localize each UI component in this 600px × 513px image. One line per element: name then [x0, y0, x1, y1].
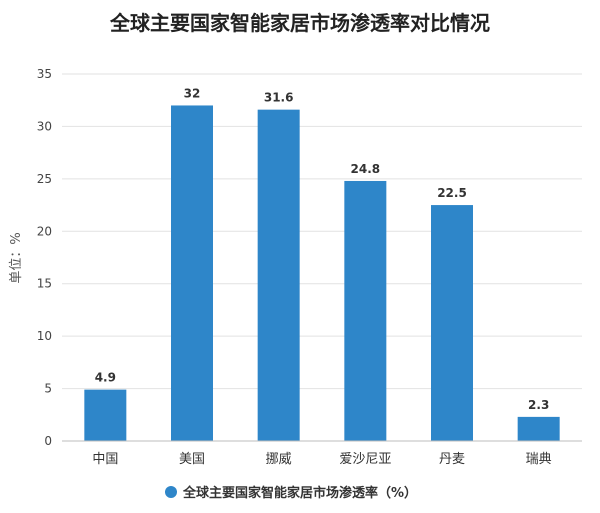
gridlines — [62, 73, 582, 390]
bar — [171, 105, 213, 441]
bar — [517, 416, 560, 441]
x-category-label: 中国 — [92, 452, 118, 467]
data-labels: 4.9 32 31.6 24.8 22.5 2.3 — [95, 86, 550, 411]
x-category-label: 挪威 — [266, 452, 292, 467]
bar-value-label: 31.6 — [264, 91, 294, 105]
bar-value-label: 32 — [184, 86, 201, 100]
x-category-label: 瑞典 — [526, 452, 552, 467]
bar — [257, 109, 300, 441]
bar — [344, 180, 387, 441]
chart-title: 全球主要国家智能家居市场渗透率对比情况 — [109, 11, 490, 35]
y-tick-label: 0 — [44, 434, 52, 448]
legend-marker — [165, 486, 177, 498]
x-axis-categories: 中国 美国 挪威 爱沙尼亚 丹麦 瑞典 — [92, 452, 551, 467]
y-tick-label: 30 — [37, 119, 52, 133]
bar — [431, 205, 473, 441]
x-category-label: 爱沙尼亚 — [339, 452, 391, 467]
y-tick-label: 10 — [37, 329, 52, 343]
bar-value-label: 24.8 — [351, 162, 381, 176]
y-tick-label: 25 — [37, 172, 52, 186]
y-tick-label: 5 — [44, 382, 52, 396]
y-axis-label: 单位：% — [9, 232, 24, 283]
legend: 全球主要国家智能家居市场渗透率（%） — [165, 485, 417, 501]
y-tick-label: 15 — [37, 277, 52, 291]
bar-value-label: 2.3 — [528, 398, 549, 412]
x-category-label: 美国 — [179, 452, 205, 467]
y-axis-ticks: 0 5 10 15 20 25 30 35 — [37, 67, 52, 448]
bar-value-label: 22.5 — [437, 186, 467, 200]
y-tick-label: 35 — [37, 67, 52, 81]
bar-value-label: 4.9 — [95, 371, 116, 385]
legend-label: 全球主要国家智能家居市场渗透率（%） — [182, 485, 417, 501]
bars — [84, 105, 560, 441]
bar — [84, 389, 127, 441]
x-category-label: 丹麦 — [439, 452, 465, 467]
y-tick-label: 20 — [37, 224, 52, 238]
